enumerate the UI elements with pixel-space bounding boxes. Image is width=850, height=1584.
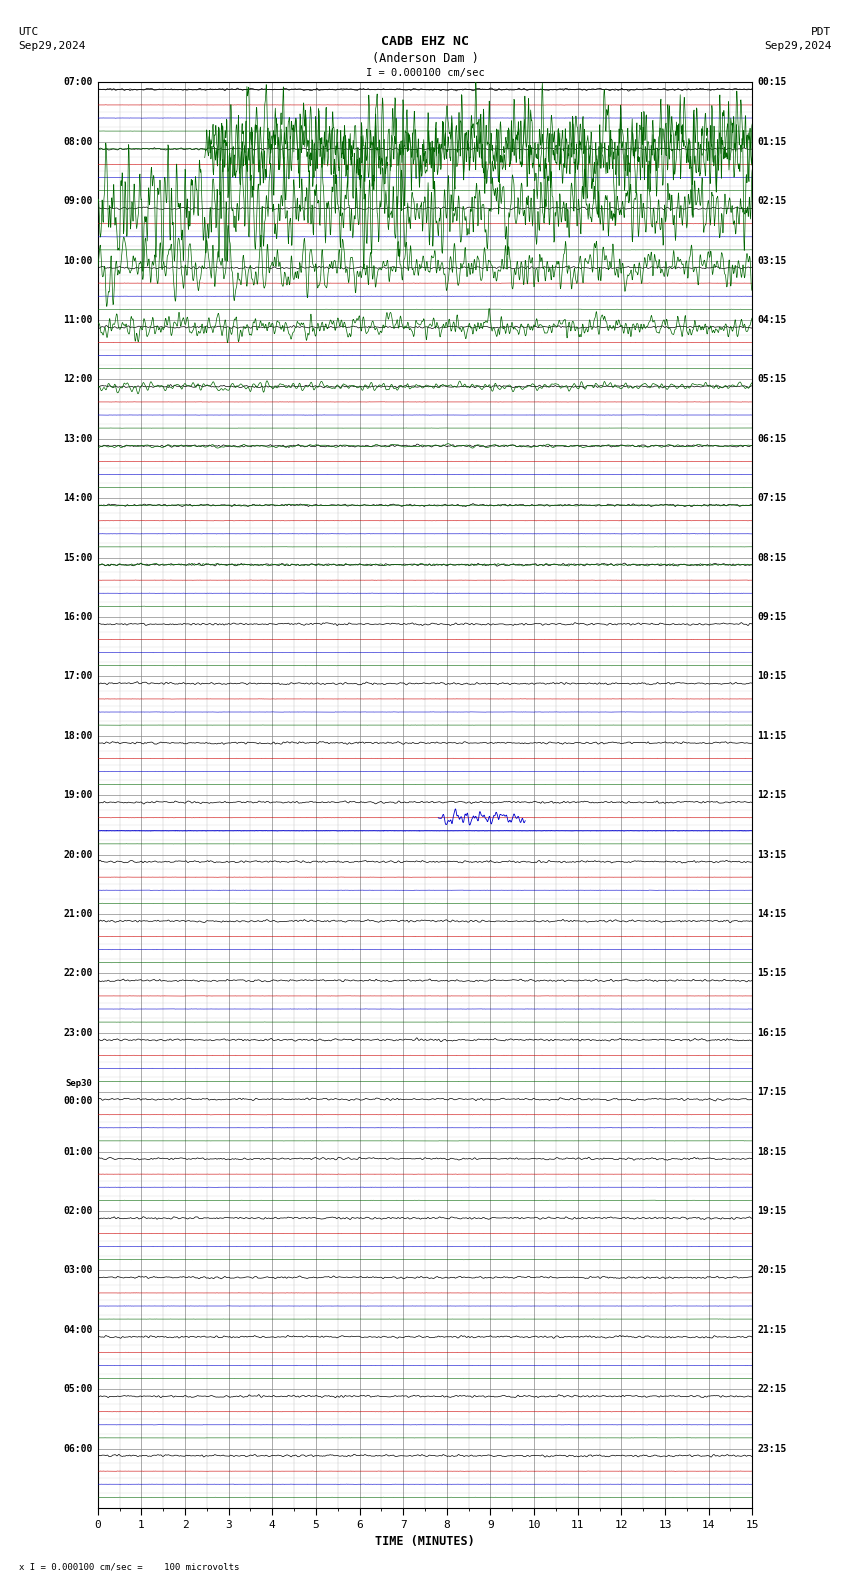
Text: 14:15: 14:15 xyxy=(757,909,787,919)
Text: 07:15: 07:15 xyxy=(757,493,787,504)
Text: 18:15: 18:15 xyxy=(757,1147,787,1156)
Text: CADB EHZ NC: CADB EHZ NC xyxy=(381,35,469,48)
Text: Sep30: Sep30 xyxy=(65,1079,93,1088)
Text: 02:00: 02:00 xyxy=(63,1205,93,1217)
Text: 08:15: 08:15 xyxy=(757,553,787,562)
Text: I = 0.000100 cm/sec: I = 0.000100 cm/sec xyxy=(366,68,484,78)
Text: 10:00: 10:00 xyxy=(63,255,93,266)
Text: 21:00: 21:00 xyxy=(63,909,93,919)
Text: PDT: PDT xyxy=(811,27,831,36)
Text: 00:15: 00:15 xyxy=(757,78,787,87)
Text: 14:00: 14:00 xyxy=(63,493,93,504)
Text: 13:00: 13:00 xyxy=(63,434,93,444)
Text: 06:15: 06:15 xyxy=(757,434,787,444)
Text: 15:00: 15:00 xyxy=(63,553,93,562)
Text: 11:15: 11:15 xyxy=(757,730,787,741)
Text: 20:00: 20:00 xyxy=(63,849,93,860)
Text: 22:15: 22:15 xyxy=(757,1384,787,1394)
Text: 02:15: 02:15 xyxy=(757,196,787,206)
Text: 01:00: 01:00 xyxy=(63,1147,93,1156)
Text: 03:15: 03:15 xyxy=(757,255,787,266)
Text: (Anderson Dam ): (Anderson Dam ) xyxy=(371,52,479,65)
Text: 22:00: 22:00 xyxy=(63,968,93,979)
Text: 04:00: 04:00 xyxy=(63,1324,93,1335)
Text: Sep29,2024: Sep29,2024 xyxy=(764,41,831,51)
Text: 12:00: 12:00 xyxy=(63,374,93,385)
Text: 10:15: 10:15 xyxy=(757,672,787,681)
Text: 17:00: 17:00 xyxy=(63,672,93,681)
X-axis label: TIME (MINUTES): TIME (MINUTES) xyxy=(375,1535,475,1548)
Text: 23:15: 23:15 xyxy=(757,1443,787,1454)
Text: 05:00: 05:00 xyxy=(63,1384,93,1394)
Text: 05:15: 05:15 xyxy=(757,374,787,385)
Text: 03:00: 03:00 xyxy=(63,1266,93,1275)
Text: 09:00: 09:00 xyxy=(63,196,93,206)
Text: 16:15: 16:15 xyxy=(757,1028,787,1038)
Text: 09:15: 09:15 xyxy=(757,611,787,623)
Text: 19:15: 19:15 xyxy=(757,1205,787,1217)
Text: UTC: UTC xyxy=(19,27,39,36)
Text: 06:00: 06:00 xyxy=(63,1443,93,1454)
Text: 08:00: 08:00 xyxy=(63,136,93,147)
Text: 18:00: 18:00 xyxy=(63,730,93,741)
Text: 20:15: 20:15 xyxy=(757,1266,787,1275)
Text: x I = 0.000100 cm/sec =    100 microvolts: x I = 0.000100 cm/sec = 100 microvolts xyxy=(19,1562,239,1571)
Text: 07:00: 07:00 xyxy=(63,78,93,87)
Text: 13:15: 13:15 xyxy=(757,849,787,860)
Text: 04:15: 04:15 xyxy=(757,315,787,325)
Text: 15:15: 15:15 xyxy=(757,968,787,979)
Text: 19:00: 19:00 xyxy=(63,790,93,800)
Text: 00:00: 00:00 xyxy=(63,1096,93,1106)
Text: 23:00: 23:00 xyxy=(63,1028,93,1038)
Text: 01:15: 01:15 xyxy=(757,136,787,147)
Text: 17:15: 17:15 xyxy=(757,1087,787,1098)
Text: 16:00: 16:00 xyxy=(63,611,93,623)
Text: 12:15: 12:15 xyxy=(757,790,787,800)
Text: 11:00: 11:00 xyxy=(63,315,93,325)
Text: Sep29,2024: Sep29,2024 xyxy=(19,41,86,51)
Text: 21:15: 21:15 xyxy=(757,1324,787,1335)
